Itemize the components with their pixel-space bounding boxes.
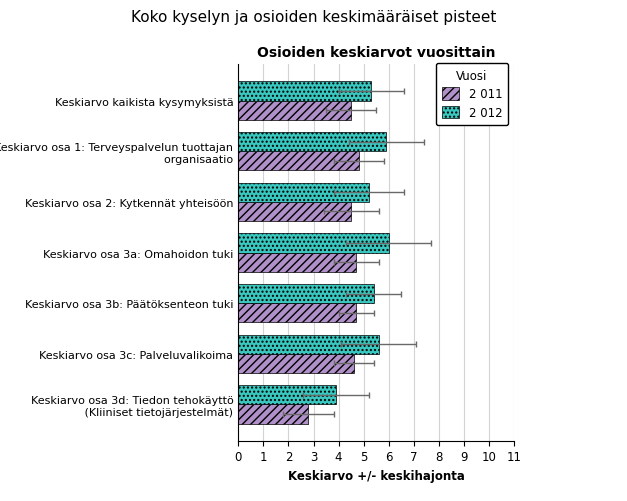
Bar (238, 285, 374, 304)
Bar (238, 304, 356, 323)
Bar (238, 234, 389, 253)
Title: Osioiden keskiarvot vuosittain: Osioiden keskiarvot vuosittain (257, 46, 495, 60)
Bar (238, 152, 359, 171)
Bar (238, 253, 356, 272)
Bar (238, 405, 308, 424)
Bar (238, 82, 371, 101)
Bar (238, 354, 354, 373)
Bar (238, 202, 351, 221)
Bar (238, 101, 351, 121)
Bar (238, 385, 336, 405)
X-axis label: Keskiarvo +/- keskihajonta: Keskiarvo +/- keskihajonta (288, 469, 465, 482)
Legend: 2 011, 2 012: 2 011, 2 012 (436, 64, 508, 126)
Bar (238, 335, 379, 354)
Bar (238, 133, 386, 152)
Text: Koko kyselyn ja osioiden keskimääräiset pisteet: Koko kyselyn ja osioiden keskimääräiset … (131, 10, 496, 25)
Bar (238, 183, 369, 202)
